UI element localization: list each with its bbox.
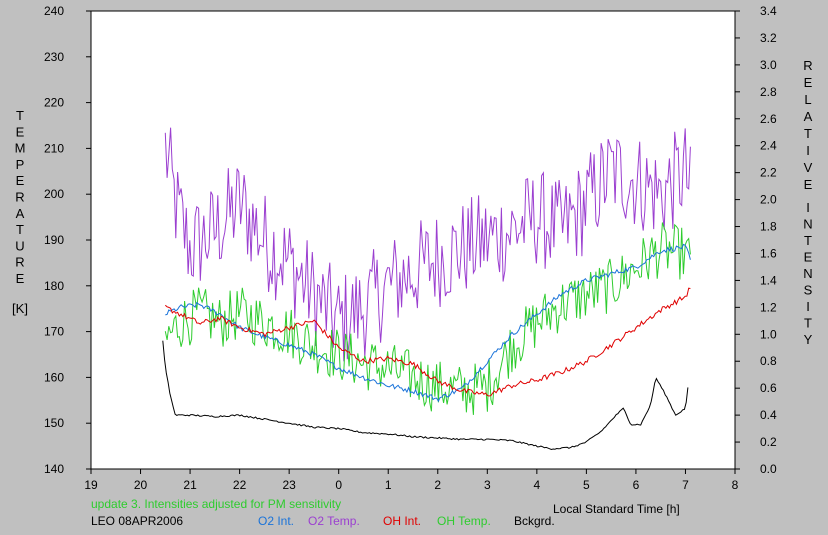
right-tick-label: 1.0 (760, 327, 777, 341)
x-tick-label: 0 (335, 478, 342, 492)
right-label-letter: E (804, 250, 813, 265)
left-label-letter: U (15, 238, 24, 253)
x-tick-label: 6 (633, 478, 640, 492)
left-tick-label: 150 (44, 416, 64, 430)
right-label-letter: T (804, 233, 812, 248)
right-tick-label: 1.2 (760, 300, 777, 314)
left-tick-label: 210 (44, 141, 64, 155)
x-tick-label: 23 (282, 478, 296, 492)
x-axis-label: Local Standard Time [h] (553, 502, 680, 516)
x-tick-label: 4 (534, 478, 541, 492)
left-label-letter: P (16, 157, 25, 172)
right-axis-ticks: 0.0 0.2 0.4 0.6 0.8 1.0 1.2 1.4 1.6 1.8 2.0 2.2 2.4 2… (735, 4, 777, 476)
left-tick-label: 190 (44, 233, 64, 247)
right-tick-label: 2.0 (760, 193, 777, 207)
x-tick-label: 1 (385, 478, 392, 492)
right-tick-label: 2.2 (760, 166, 777, 180)
series-line (162, 340, 689, 451)
x-tick-label: 7 (682, 478, 689, 492)
legend-entry: Bckgrd. (514, 514, 555, 528)
right-label-letter: N (803, 266, 812, 281)
right-label-letter: T (804, 316, 812, 331)
legend-entry: O2 Int. (258, 514, 294, 528)
series-line (165, 243, 691, 403)
left-tick-label: 230 (44, 50, 64, 64)
legend-entry: OH Temp. (437, 514, 491, 528)
left-label-letter: E (16, 271, 25, 286)
x-tick-label: 21 (183, 478, 197, 492)
series-line (164, 222, 691, 415)
left-label-letter: E (16, 124, 25, 139)
right-tick-label: 0.8 (760, 354, 777, 368)
left-label-letter: E (16, 173, 25, 188)
note-text: update 3. Intensities adjusted for PM se… (91, 497, 341, 511)
right-tick-label: 3.2 (760, 31, 777, 45)
right-label-letter: R (803, 58, 812, 73)
right-label-letter: E (804, 75, 813, 90)
left-tick-label: 170 (44, 325, 64, 339)
x-tick-label: 20 (134, 478, 148, 492)
right-label-letter: V (804, 160, 813, 175)
left-tick-label: 220 (44, 96, 64, 110)
right-label-letter: S (804, 283, 813, 298)
legend: O2 Int. O2 Temp. OH Int. OH Temp. Bckgrd. (258, 514, 555, 528)
x-tick-label: 5 (583, 478, 590, 492)
left-tick-label: 180 (44, 279, 64, 293)
x-tick-label: 19 (84, 478, 98, 492)
legend-entry: OH Int. (383, 514, 421, 528)
right-tick-label: 3.0 (760, 58, 777, 72)
left-tick-label: 140 (44, 462, 64, 476)
x-tick-label: 2 (434, 478, 441, 492)
left-label-letter: R (15, 190, 24, 205)
left-label-letter: T (16, 222, 24, 237)
right-tick-label: 2.4 (760, 139, 777, 153)
right-tick-label: 1.8 (760, 220, 777, 234)
right-tick-label: 0.2 (760, 435, 777, 449)
right-tick-label: 3.4 (760, 4, 777, 18)
series-line (164, 287, 691, 397)
right-tick-label: 2.8 (760, 85, 777, 99)
left-tick-label: 160 (44, 370, 64, 384)
right-label-letter: Y (804, 332, 813, 347)
left-label-letter: A (16, 206, 25, 221)
x-axis-ticks: 19 20 21 22 23 0 1 2 3 4 5 6 7 8 (84, 469, 739, 492)
x-tick-label: 8 (732, 478, 739, 492)
right-label-letter: N (803, 217, 812, 232)
x-tick-label: 3 (484, 478, 491, 492)
left-label-letter: T (16, 108, 24, 123)
right-tick-label: 0.4 (760, 408, 777, 422)
right-label-letter: I (806, 143, 810, 158)
right-tick-label: 1.6 (760, 246, 777, 260)
right-tick-label: 0.0 (760, 462, 777, 476)
left-tick-label: 240 (44, 4, 64, 18)
right-label-letter: T (804, 126, 812, 141)
right-tick-label: 1.4 (760, 273, 777, 287)
right-tick-label: 2.6 (760, 112, 777, 126)
left-tick-label: 200 (44, 187, 64, 201)
left-axis-ticks: 140 150 160 170 180 190 200 210 220 230 240 (44, 4, 91, 476)
left-unit-label: [K] (12, 301, 28, 316)
right-label-letter: I (806, 200, 810, 215)
series-line (164, 127, 691, 362)
left-label-letter: R (15, 255, 24, 270)
right-tick-label: 0.6 (760, 381, 777, 395)
right-label-letter: L (804, 92, 811, 107)
series-lines (162, 127, 691, 451)
x-tick-label: 22 (233, 478, 247, 492)
left-label-letter: M (15, 141, 26, 156)
right-label-letter: A (804, 109, 813, 124)
right-label-letter: I (806, 299, 810, 314)
station-label: LEO 08APR2006 (91, 514, 183, 528)
right-label-letter: E (804, 177, 813, 192)
legend-entry: O2 Temp. (308, 514, 360, 528)
